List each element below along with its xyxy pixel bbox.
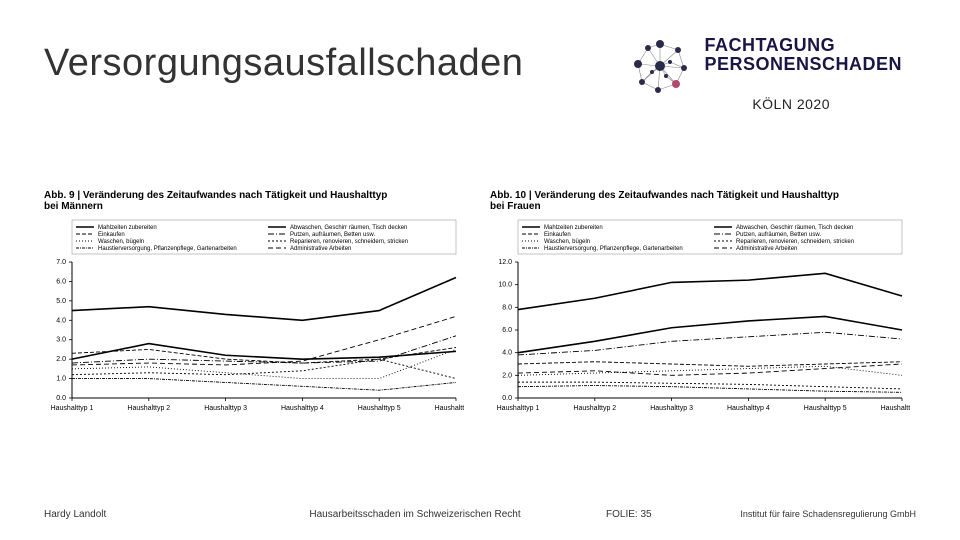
svg-text:2.0: 2.0 [56, 356, 66, 363]
svg-text:Reparieren, renovieren, schnei: Reparieren, renovieren, schneidern, stri… [290, 239, 408, 245]
svg-text:Haushalttyp 1: Haushalttyp 1 [497, 405, 540, 412]
svg-text:6.0: 6.0 [56, 278, 66, 285]
svg-text:Haushalttyp 6: Haushalttyp 6 [881, 405, 910, 412]
footer-center: Hausarbeitsschaden im Schweizerischen Re… [224, 509, 606, 520]
svg-text:Haustierversorgung, Pflanzenpf: Haustierversorgung, Pflanzenpflege, Gart… [544, 246, 683, 252]
footer-page: FOLIE: 35 [606, 509, 696, 520]
svg-text:Waschen, bügeln: Waschen, bügeln [98, 239, 144, 245]
logo-subtitle: KÖLN 2020 [752, 96, 830, 112]
svg-text:Haushalttyp 3: Haushalttyp 3 [650, 405, 693, 412]
svg-text:Haushalttyp 4: Haushalttyp 4 [727, 405, 770, 412]
charts-row: Abb. 9 | Veränderung des Zeitaufwandes n… [44, 190, 916, 418]
svg-text:Mahlzeiten zubereiten: Mahlzeiten zubereiten [544, 225, 603, 231]
svg-text:8.0: 8.0 [502, 304, 512, 311]
svg-text:1.0: 1.0 [56, 376, 66, 383]
svg-text:Haushalttyp 5: Haushalttyp 5 [804, 405, 847, 412]
page-title: Versorgungsausfallschaden [44, 42, 523, 85]
svg-text:4.0: 4.0 [56, 317, 66, 324]
svg-text:3.0: 3.0 [56, 337, 66, 344]
logo: FACHTAGUNG PERSONENSCHADEN [630, 36, 902, 96]
svg-text:Mahlzeiten zubereiten: Mahlzeiten zubereiten [98, 225, 157, 231]
svg-text:Einkaufen: Einkaufen [98, 232, 125, 238]
logo-line2: PERSONENSCHADEN [704, 55, 902, 74]
svg-text:Haushalttyp 2: Haushalttyp 2 [127, 405, 170, 412]
chart-left-caption1: Abb. 9 | Veränderung des Zeitaufwandes n… [44, 190, 470, 201]
svg-text:Haushalttyp 4: Haushalttyp 4 [281, 405, 324, 412]
svg-text:Abwaschen, Geschirr räumen, Ti: Abwaschen, Geschirr räumen, Tisch decken [736, 225, 853, 231]
svg-text:Haustierversorgung, Pflanzenpf: Haustierversorgung, Pflanzenpflege, Gart… [98, 246, 237, 252]
chart-right-svg: Mahlzeiten zubereitenEinkaufenWaschen, b… [490, 218, 910, 418]
network-logo-icon [630, 36, 690, 96]
svg-text:5.0: 5.0 [56, 298, 66, 305]
svg-text:0.0: 0.0 [502, 395, 512, 402]
logo-line1: FACHTAGUNG [704, 36, 902, 55]
svg-text:Reparieren, renovieren, schnei: Reparieren, renovieren, schneidern, stri… [736, 239, 854, 245]
svg-text:7.0: 7.0 [56, 259, 66, 266]
svg-text:Administrative Arbeiten: Administrative Arbeiten [290, 246, 351, 252]
svg-text:10.0: 10.0 [498, 282, 512, 289]
svg-text:Haushalttyp 5: Haushalttyp 5 [358, 405, 401, 412]
svg-text:Waschen, bügeln: Waschen, bügeln [544, 239, 590, 245]
svg-text:6.0: 6.0 [502, 327, 512, 334]
chart-left-caption2: bei Männern [44, 201, 470, 212]
chart-right-caption1: Abb. 10 | Veränderung des Zeitaufwandes … [490, 190, 916, 201]
chart-right-caption2: bei Frauen [490, 201, 916, 212]
svg-text:Putzen, aufräumen, Betten usw.: Putzen, aufräumen, Betten usw. [290, 232, 375, 238]
chart-right: Abb. 10 | Veränderung des Zeitaufwandes … [490, 190, 916, 418]
svg-text:Haushalttyp 1: Haushalttyp 1 [51, 405, 94, 412]
chart-left: Abb. 9 | Veränderung des Zeitaufwandes n… [44, 190, 470, 418]
footer-author: Hardy Landolt [44, 509, 224, 520]
svg-text:Putzen, aufräumen, Betten usw.: Putzen, aufräumen, Betten usw. [736, 232, 821, 238]
svg-text:2.0: 2.0 [502, 372, 512, 379]
svg-text:Haushalttyp 2: Haushalttyp 2 [573, 405, 616, 412]
svg-text:Abwaschen, Geschirr räumen, Ti: Abwaschen, Geschirr räumen, Tisch decken [290, 225, 407, 231]
chart-left-svg: Mahlzeiten zubereitenEinkaufenWaschen, b… [44, 218, 464, 418]
svg-text:4.0: 4.0 [502, 350, 512, 357]
svg-text:0.0: 0.0 [56, 395, 66, 402]
svg-text:Haushalttyp 6: Haushalttyp 6 [435, 405, 464, 412]
svg-text:Einkaufen: Einkaufen [544, 232, 571, 238]
svg-text:12.0: 12.0 [498, 259, 512, 266]
footer: Hardy Landolt Hausarbeitsschaden im Schw… [44, 509, 916, 520]
footer-org: Institut für faire Schadensregulierung G… [696, 509, 916, 519]
svg-text:Administrative Arbeiten: Administrative Arbeiten [736, 246, 797, 252]
svg-text:Haushalttyp 3: Haushalttyp 3 [204, 405, 247, 412]
